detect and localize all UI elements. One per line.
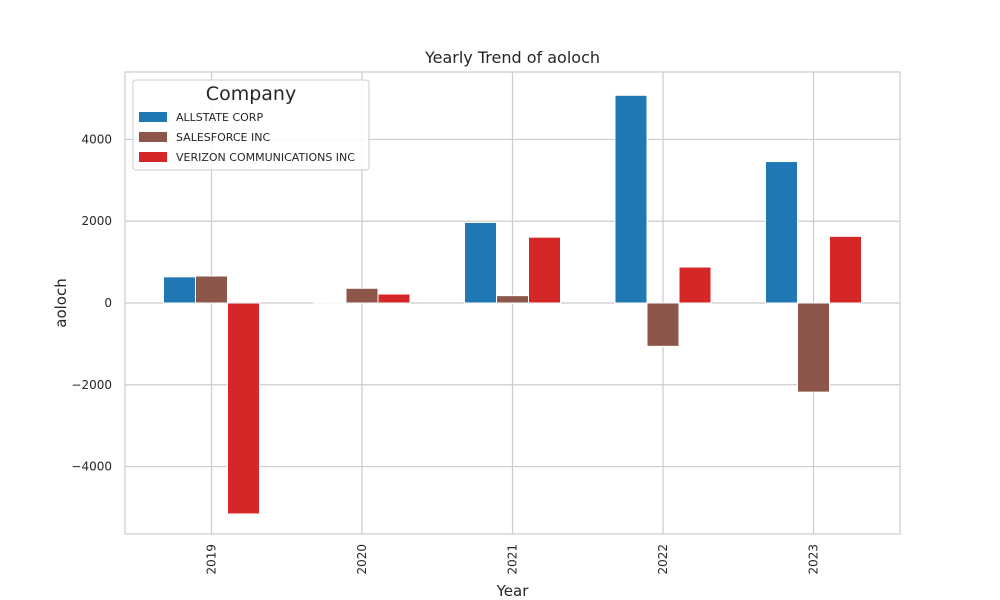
bar: [195, 275, 228, 304]
bar: [313, 301, 347, 304]
bar: [377, 293, 411, 304]
y-tick-label: −4000: [71, 460, 112, 474]
legend-swatch: [139, 152, 167, 162]
bar: [765, 161, 798, 304]
legend: Company ALLSTATE CORP SALESFORCE INC VERIZO…: [132, 79, 370, 171]
y-tick-label: 0: [104, 296, 112, 310]
bar: [464, 221, 497, 304]
chart-title: Yearly Trend of aoloch: [424, 48, 600, 67]
y-tick-label: 4000: [81, 132, 112, 146]
bar: [614, 94, 648, 304]
legend-box: [132, 79, 370, 171]
bar: [528, 236, 561, 304]
bar: [829, 235, 862, 304]
plot-frame: [124, 71, 901, 535]
legend-label: ALLSTATE CORP: [176, 111, 263, 124]
bar: [345, 287, 379, 304]
legend-title: Company: [206, 83, 296, 105]
y-axis-label: aoloch: [52, 278, 70, 327]
bar: [227, 302, 260, 515]
legend-swatch: [139, 112, 167, 122]
x-tick-label: 2022: [656, 544, 670, 575]
bar: [646, 302, 680, 347]
x-axis-ticks: 2019 2020 2021 2022 2023: [205, 544, 821, 575]
legend-swatch: [139, 132, 167, 142]
bar: [163, 276, 196, 304]
x-tick-label: 2023: [807, 544, 821, 575]
y-tick-label: 2000: [81, 214, 112, 228]
x-axis-label: Year: [496, 582, 530, 600]
bar: [678, 266, 712, 304]
bars: [163, 94, 862, 515]
bar: [496, 295, 529, 304]
x-tick-label: 2021: [506, 544, 520, 575]
x-tick-label: 2019: [205, 544, 219, 575]
bar: [797, 302, 830, 393]
x-tick-label: 2020: [355, 544, 369, 575]
y-tick-label: −2000: [71, 378, 112, 392]
y-axis-ticks: −4000 −2000 0 2000 4000: [71, 132, 112, 473]
legend-label: SALESFORCE INC: [176, 131, 270, 144]
legend-label: VERIZON COMMUNICATIONS INC: [176, 151, 355, 164]
